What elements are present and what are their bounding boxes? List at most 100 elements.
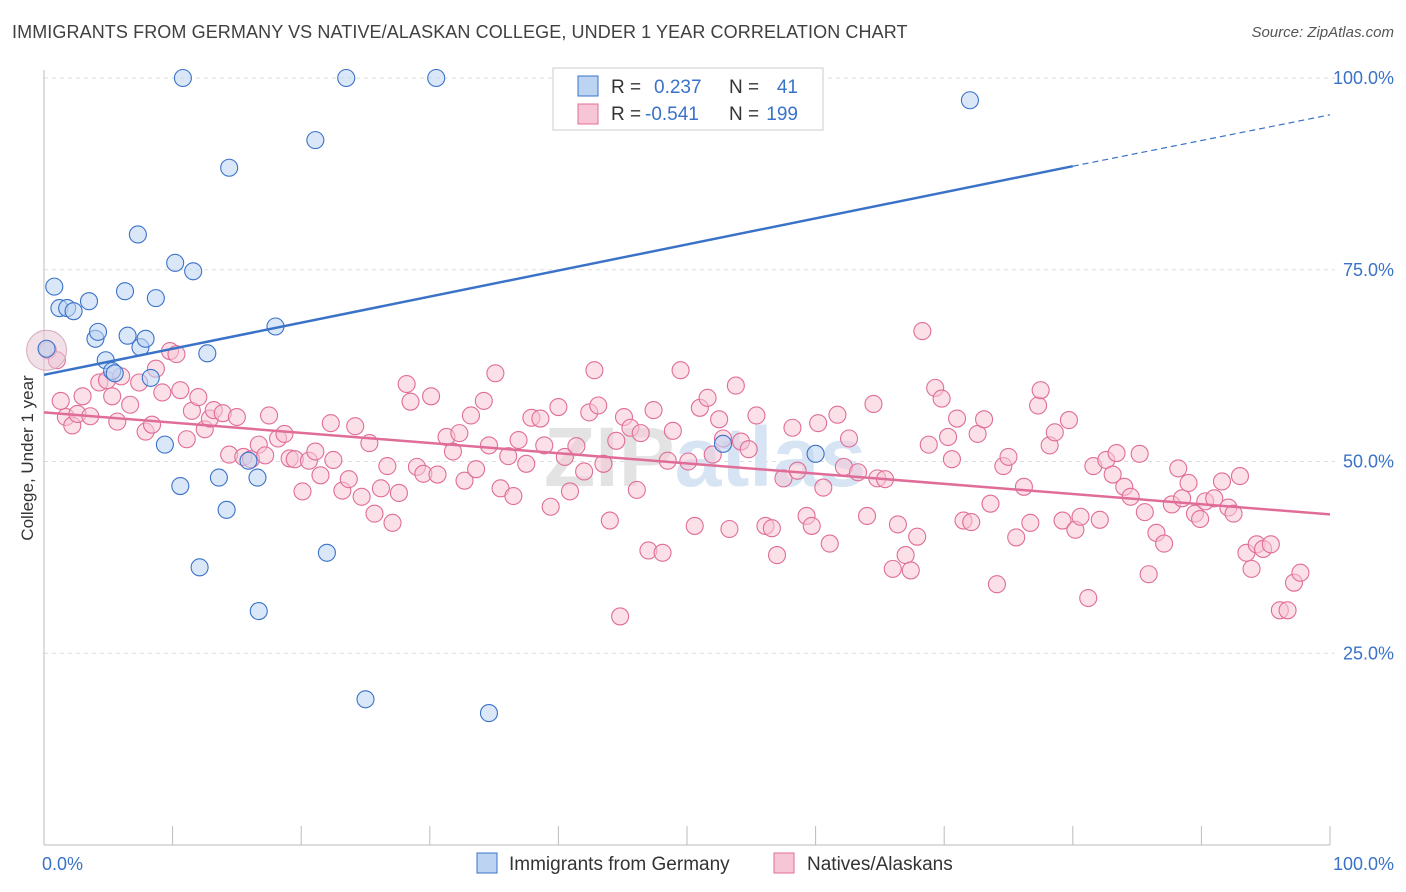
natives-point <box>535 436 554 455</box>
y-tick-labels: 25.0% 50.0% 75.0% 100.0% <box>1333 68 1394 663</box>
natives-point <box>575 462 594 481</box>
legend-swatch-blue <box>577 75 599 97</box>
natives-point <box>371 479 390 498</box>
natives-point <box>531 409 550 428</box>
natives-point <box>1090 510 1109 529</box>
germany-point <box>249 602 268 621</box>
natives-point <box>517 454 536 473</box>
y-axis-title: College, Under 1 year <box>18 375 37 541</box>
natives-point <box>509 430 528 450</box>
natives-point <box>467 460 486 479</box>
natives-point <box>1079 588 1098 608</box>
germany-point <box>128 225 147 244</box>
natives-point <box>1205 489 1224 508</box>
natives-point <box>108 412 127 431</box>
natives-point <box>627 480 646 499</box>
legend-n-value-2: 199 <box>766 104 798 125</box>
germany-point <box>198 344 217 363</box>
natives-point <box>600 511 619 530</box>
natives-trend-line <box>43 411 1331 516</box>
natives-point <box>783 418 802 437</box>
germany-point <box>166 253 185 272</box>
natives-point <box>51 391 70 410</box>
stats-legend: R = 0.237 N = 41 R = -0.541 N = 199 <box>552 67 824 131</box>
natives-point <box>981 494 1000 513</box>
natives-point <box>1059 411 1078 430</box>
natives-point <box>259 406 279 425</box>
natives-point <box>121 395 140 414</box>
natives-point <box>919 435 938 454</box>
natives-point <box>685 516 704 535</box>
germany-point <box>173 68 192 88</box>
natives-point <box>401 392 420 411</box>
natives-point <box>767 546 787 565</box>
germany-point <box>136 329 155 348</box>
natives-point <box>720 519 739 539</box>
y-tick-label: 100.0% <box>1333 68 1394 88</box>
natives-point <box>901 561 920 580</box>
legend-label-natives: Natives/Alaskans <box>807 854 953 875</box>
y-tick-label: 25.0% <box>1343 643 1394 663</box>
natives-point <box>1155 534 1174 553</box>
natives-point <box>461 406 481 425</box>
natives-point <box>311 466 330 485</box>
natives-point <box>1045 423 1064 442</box>
natives-point <box>541 497 560 516</box>
natives-point <box>443 442 462 461</box>
natives-point <box>913 322 932 341</box>
natives-point <box>321 414 340 433</box>
natives-point <box>422 387 441 406</box>
natives-point <box>339 470 358 489</box>
legend-swatch-natives <box>773 852 795 874</box>
germany-point <box>317 543 336 562</box>
gridlines <box>44 77 1335 654</box>
natives-point <box>177 430 196 449</box>
natives-point <box>567 437 586 456</box>
germany-point <box>306 131 325 150</box>
natives-point <box>631 424 650 443</box>
natives-point <box>739 440 758 459</box>
legend-r-label-1: R = <box>611 77 641 98</box>
series-legend: Immigrants from Germany Natives/Alaskans <box>476 852 953 875</box>
germany-point <box>37 339 56 358</box>
natives-point <box>698 388 717 407</box>
legend-n-value-1: 41 <box>777 77 798 98</box>
natives-point <box>1130 444 1149 463</box>
natives-point <box>1107 444 1126 463</box>
germany-point <box>248 468 267 487</box>
natives-point <box>1031 381 1050 400</box>
germany-point <box>960 91 979 110</box>
germany-points <box>37 68 979 723</box>
natives-point <box>802 516 821 535</box>
natives-point <box>644 401 663 420</box>
natives-point <box>397 374 416 394</box>
natives-point <box>378 457 397 476</box>
x-ticks <box>43 826 1331 845</box>
natives-point <box>1021 513 1040 532</box>
natives-point <box>948 409 967 428</box>
natives-point <box>1139 565 1158 584</box>
natives-point <box>474 391 493 410</box>
natives-point <box>864 394 883 414</box>
germany-point <box>146 289 165 308</box>
natives-point <box>932 389 951 408</box>
natives-point <box>747 406 766 425</box>
natives-point <box>589 396 608 415</box>
natives-point <box>987 575 1006 594</box>
natives-point <box>486 364 505 383</box>
natives-point <box>450 424 469 443</box>
natives-point <box>1053 511 1072 530</box>
natives-point <box>820 534 839 553</box>
natives-point <box>671 361 690 380</box>
germany-trend-extension <box>1072 114 1331 167</box>
natives-point <box>594 454 613 473</box>
germany-point <box>184 262 203 281</box>
natives-point <box>1135 503 1154 522</box>
natives-point <box>663 421 682 440</box>
natives-point <box>908 527 927 546</box>
germany-point <box>479 704 499 723</box>
germany-trend-line <box>43 164 1074 377</box>
natives-point <box>1278 601 1297 620</box>
germany-point <box>190 558 209 577</box>
natives-point <box>942 450 961 469</box>
